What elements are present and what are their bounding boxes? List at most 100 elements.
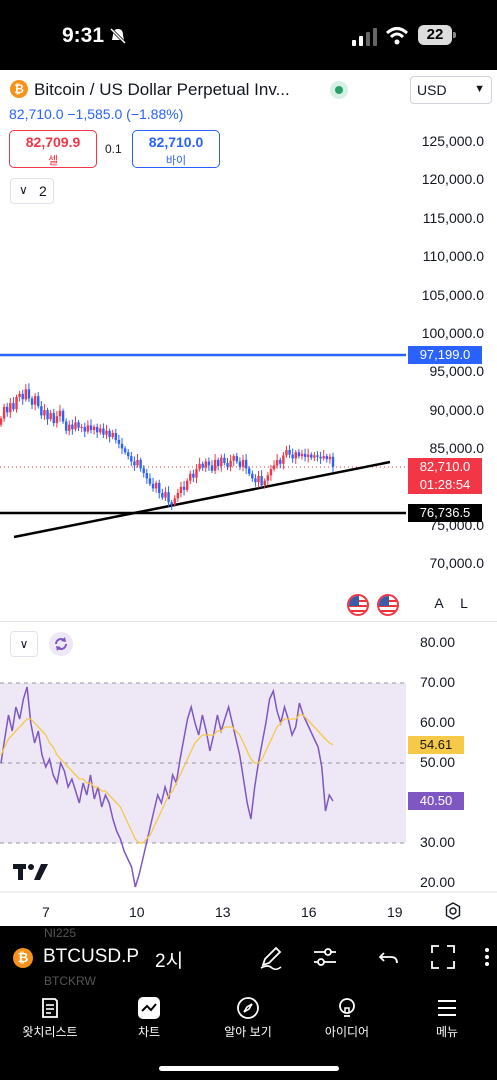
symbol-button[interactable]: BTCUSD.P [43, 946, 140, 967]
quote-line: 82,710.0 −1,585.0 (−1.88%) [9, 106, 184, 122]
candle-body [89, 425, 93, 430]
time-tick-label: 19 [387, 904, 403, 920]
candle-body [154, 482, 158, 489]
sliders-icon[interactable] [312, 944, 338, 970]
tab-watchlist[interactable]: 왓치리스트 [0, 988, 100, 1048]
candle-body [27, 389, 31, 399]
candle-body [40, 406, 43, 416]
undo-icon[interactable] [376, 944, 402, 970]
candle-body [130, 456, 133, 462]
us-flag-event-icon[interactable] [347, 594, 369, 616]
pane-separator[interactable] [0, 621, 497, 622]
sell-button[interactable]: 82,709.9 셀 [9, 130, 97, 168]
time-tick-label: 16 [301, 904, 317, 920]
candle-body [167, 492, 170, 503]
candle-body [80, 426, 83, 428]
tab-chart[interactable]: 차트 [99, 988, 199, 1048]
price-tick-label: 120,000.0 [421, 171, 484, 188]
candle-body [319, 456, 322, 459]
candle-body [294, 452, 297, 459]
candle-body [139, 459, 142, 469]
candle-body [189, 473, 192, 481]
candle-body [108, 430, 111, 437]
candle-body [142, 468, 145, 474]
candle-body [325, 456, 328, 460]
chart-panel[interactable]: ₿ Bitcoin / US Dollar Perpetual Inv... U… [0, 70, 497, 926]
buy-button[interactable]: 82,710.0 바이 [132, 130, 220, 168]
tab-ideas[interactable]: 아이디어 [297, 988, 397, 1048]
candle-body [158, 482, 161, 493]
candle-body [220, 457, 223, 467]
price-tick-label: 100,000.0 [421, 325, 484, 341]
chart-canvas[interactable] [0, 70, 497, 926]
buy-price: 82,710.0 [148, 134, 204, 150]
candle-body [195, 469, 198, 478]
refresh-icon[interactable] [49, 632, 73, 656]
candle-body [248, 468, 251, 474]
rsi-ma-line [0, 714, 334, 844]
trendline [13, 460, 391, 539]
tradingview-logo-icon[interactable] [13, 863, 49, 881]
candle-body [322, 456, 325, 459]
candle-body [55, 416, 59, 424]
candle-body [92, 426, 96, 430]
candle-body [291, 454, 294, 459]
candle-body [15, 396, 18, 410]
tab-label: 메뉴 [435, 1025, 459, 1039]
candle-body [198, 463, 201, 470]
log-scale-button[interactable]: L [460, 595, 468, 611]
price-tick-label: 115,000.0 [422, 209, 484, 226]
candle-body [238, 461, 242, 467]
candle-body [310, 454, 313, 458]
candle-body [111, 433, 114, 437]
rsi-ma-tag: 54.61 [408, 736, 464, 754]
sell-label: 셀 [47, 155, 59, 167]
candle-body [151, 483, 155, 489]
ghost-symbol-top: NI225 [44, 926, 77, 940]
bitcoin-icon: ₿ [10, 80, 28, 98]
compass-icon [237, 997, 259, 1019]
market-status-icon[interactable] [330, 81, 348, 99]
candle-body [275, 459, 279, 466]
symbol-title[interactable]: Bitcoin / US Dollar Perpetual Inv... [34, 80, 290, 99]
us-flag-event-icon[interactable] [377, 594, 399, 616]
candle-body [182, 486, 186, 490]
candle-body [303, 453, 307, 457]
candle-body [235, 456, 239, 462]
candle-body [83, 426, 86, 432]
candle-body [170, 502, 173, 505]
candle-body [331, 456, 335, 467]
auto-scale-button[interactable]: A [434, 595, 444, 611]
tab-explore[interactable]: 알아 보기 [198, 988, 298, 1048]
rsi-tick-label: 50.00 [419, 754, 455, 770]
price-tick-label: 105,000.0 [421, 286, 484, 303]
candle-body [244, 459, 248, 469]
candle-body [272, 465, 276, 470]
candle-body [133, 461, 136, 466]
candle-body [12, 403, 15, 410]
signal-icon [352, 28, 377, 46]
rsi-tick-label: 60.00 [419, 714, 455, 730]
candle-body [64, 421, 68, 431]
rsi-collapse-button[interactable]: ∨ [10, 631, 38, 657]
candle-body [210, 465, 214, 471]
price-tick-label: 85,000.0 [429, 440, 485, 457]
currency-selector[interactable]: USD ▼ [410, 76, 492, 104]
candle-body [99, 428, 102, 433]
candle-body [313, 455, 316, 458]
candle-body [58, 410, 62, 417]
more-vertical-icon[interactable] [480, 944, 494, 970]
candle-body [300, 453, 304, 457]
candle-body [241, 459, 245, 467]
indicators-toggle-button[interactable]: ∨ 2 [10, 178, 54, 204]
tab-menu[interactable]: 메뉴 [397, 988, 497, 1048]
pen-icon[interactable] [258, 944, 284, 970]
candle-body [266, 475, 270, 481]
candle-body [102, 428, 105, 435]
gear-icon[interactable] [444, 902, 462, 920]
fullscreen-icon[interactable] [430, 944, 456, 970]
candle-body [145, 473, 149, 479]
candle-body [257, 476, 260, 483]
interval-button[interactable]: 2시 [155, 951, 184, 972]
lightbulb-icon [339, 998, 355, 1017]
